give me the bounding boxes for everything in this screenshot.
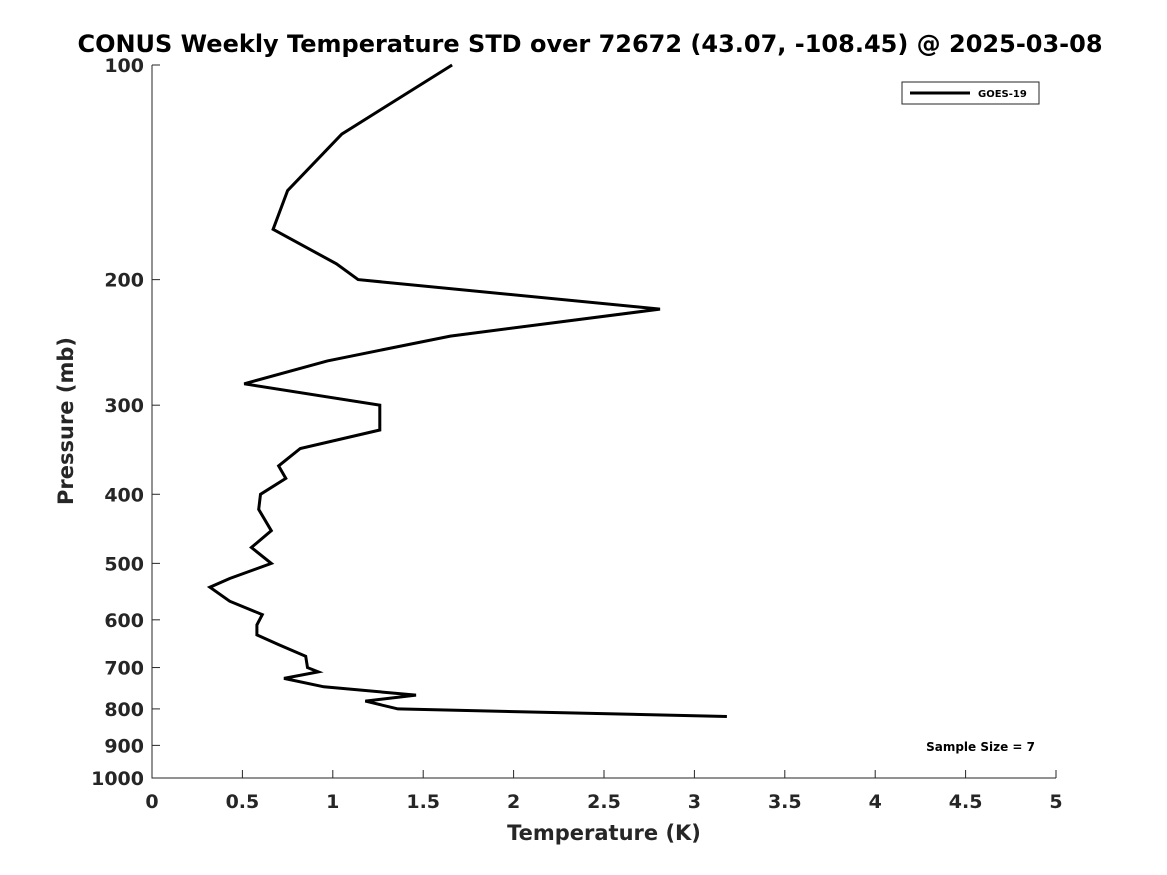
y-tick-label: 500: [104, 553, 144, 575]
y-tick-label: 200: [104, 270, 144, 292]
y-tick-label: 800: [104, 699, 144, 721]
chart-title: CONUS Weekly Temperature STD over 72672 …: [77, 30, 1102, 58]
y-tick-label: 100: [104, 55, 144, 77]
x-tick-label: 4: [869, 791, 882, 813]
x-tick-label: 2.5: [587, 791, 621, 813]
y-tick-label: 900: [104, 735, 144, 757]
x-axis-label: Temperature (K): [507, 821, 701, 845]
y-tick-label: 600: [104, 610, 144, 632]
x-tick-label: 2: [507, 791, 520, 813]
x-tick-label: 3: [688, 791, 701, 813]
y-tick-label: 1000: [91, 768, 144, 790]
plot-area: 0 0.5 1 1.5 2 2.5 3 3.5 4 4.5 5 100 200 300 400 500 600…: [91, 55, 1063, 813]
x-tick-label: 0.5: [226, 791, 260, 813]
x-tick-label: 1: [326, 791, 339, 813]
y-tick-label: 300: [104, 395, 144, 417]
y-tick-label: 700: [104, 658, 144, 680]
x-tick-label: 3.5: [768, 791, 802, 813]
x-axis: 0 0.5 1 1.5 2 2.5 3 3.5 4 4.5 5: [145, 770, 1063, 813]
sample-size-annotation: Sample Size = 7: [926, 740, 1035, 754]
series-layer: [206, 63, 727, 718]
x-tick-label: 5: [1049, 791, 1062, 813]
y-axis: 100 200 300 400 500 600 700 800 900 1000: [91, 55, 160, 790]
x-tick-label: 1.5: [406, 791, 440, 813]
x-tick-label: 4.5: [949, 791, 983, 813]
legend-box: [901, 81, 1040, 105]
y-axis-label: Pressure (mb): [54, 337, 78, 505]
legend-label: GOES-19: [978, 89, 1027, 100]
legend: GOES-19: [901, 81, 1040, 105]
series-line-goes-19: [206, 63, 727, 718]
x-tick-label: 0: [145, 791, 158, 813]
y-tick-label: 400: [104, 484, 144, 506]
